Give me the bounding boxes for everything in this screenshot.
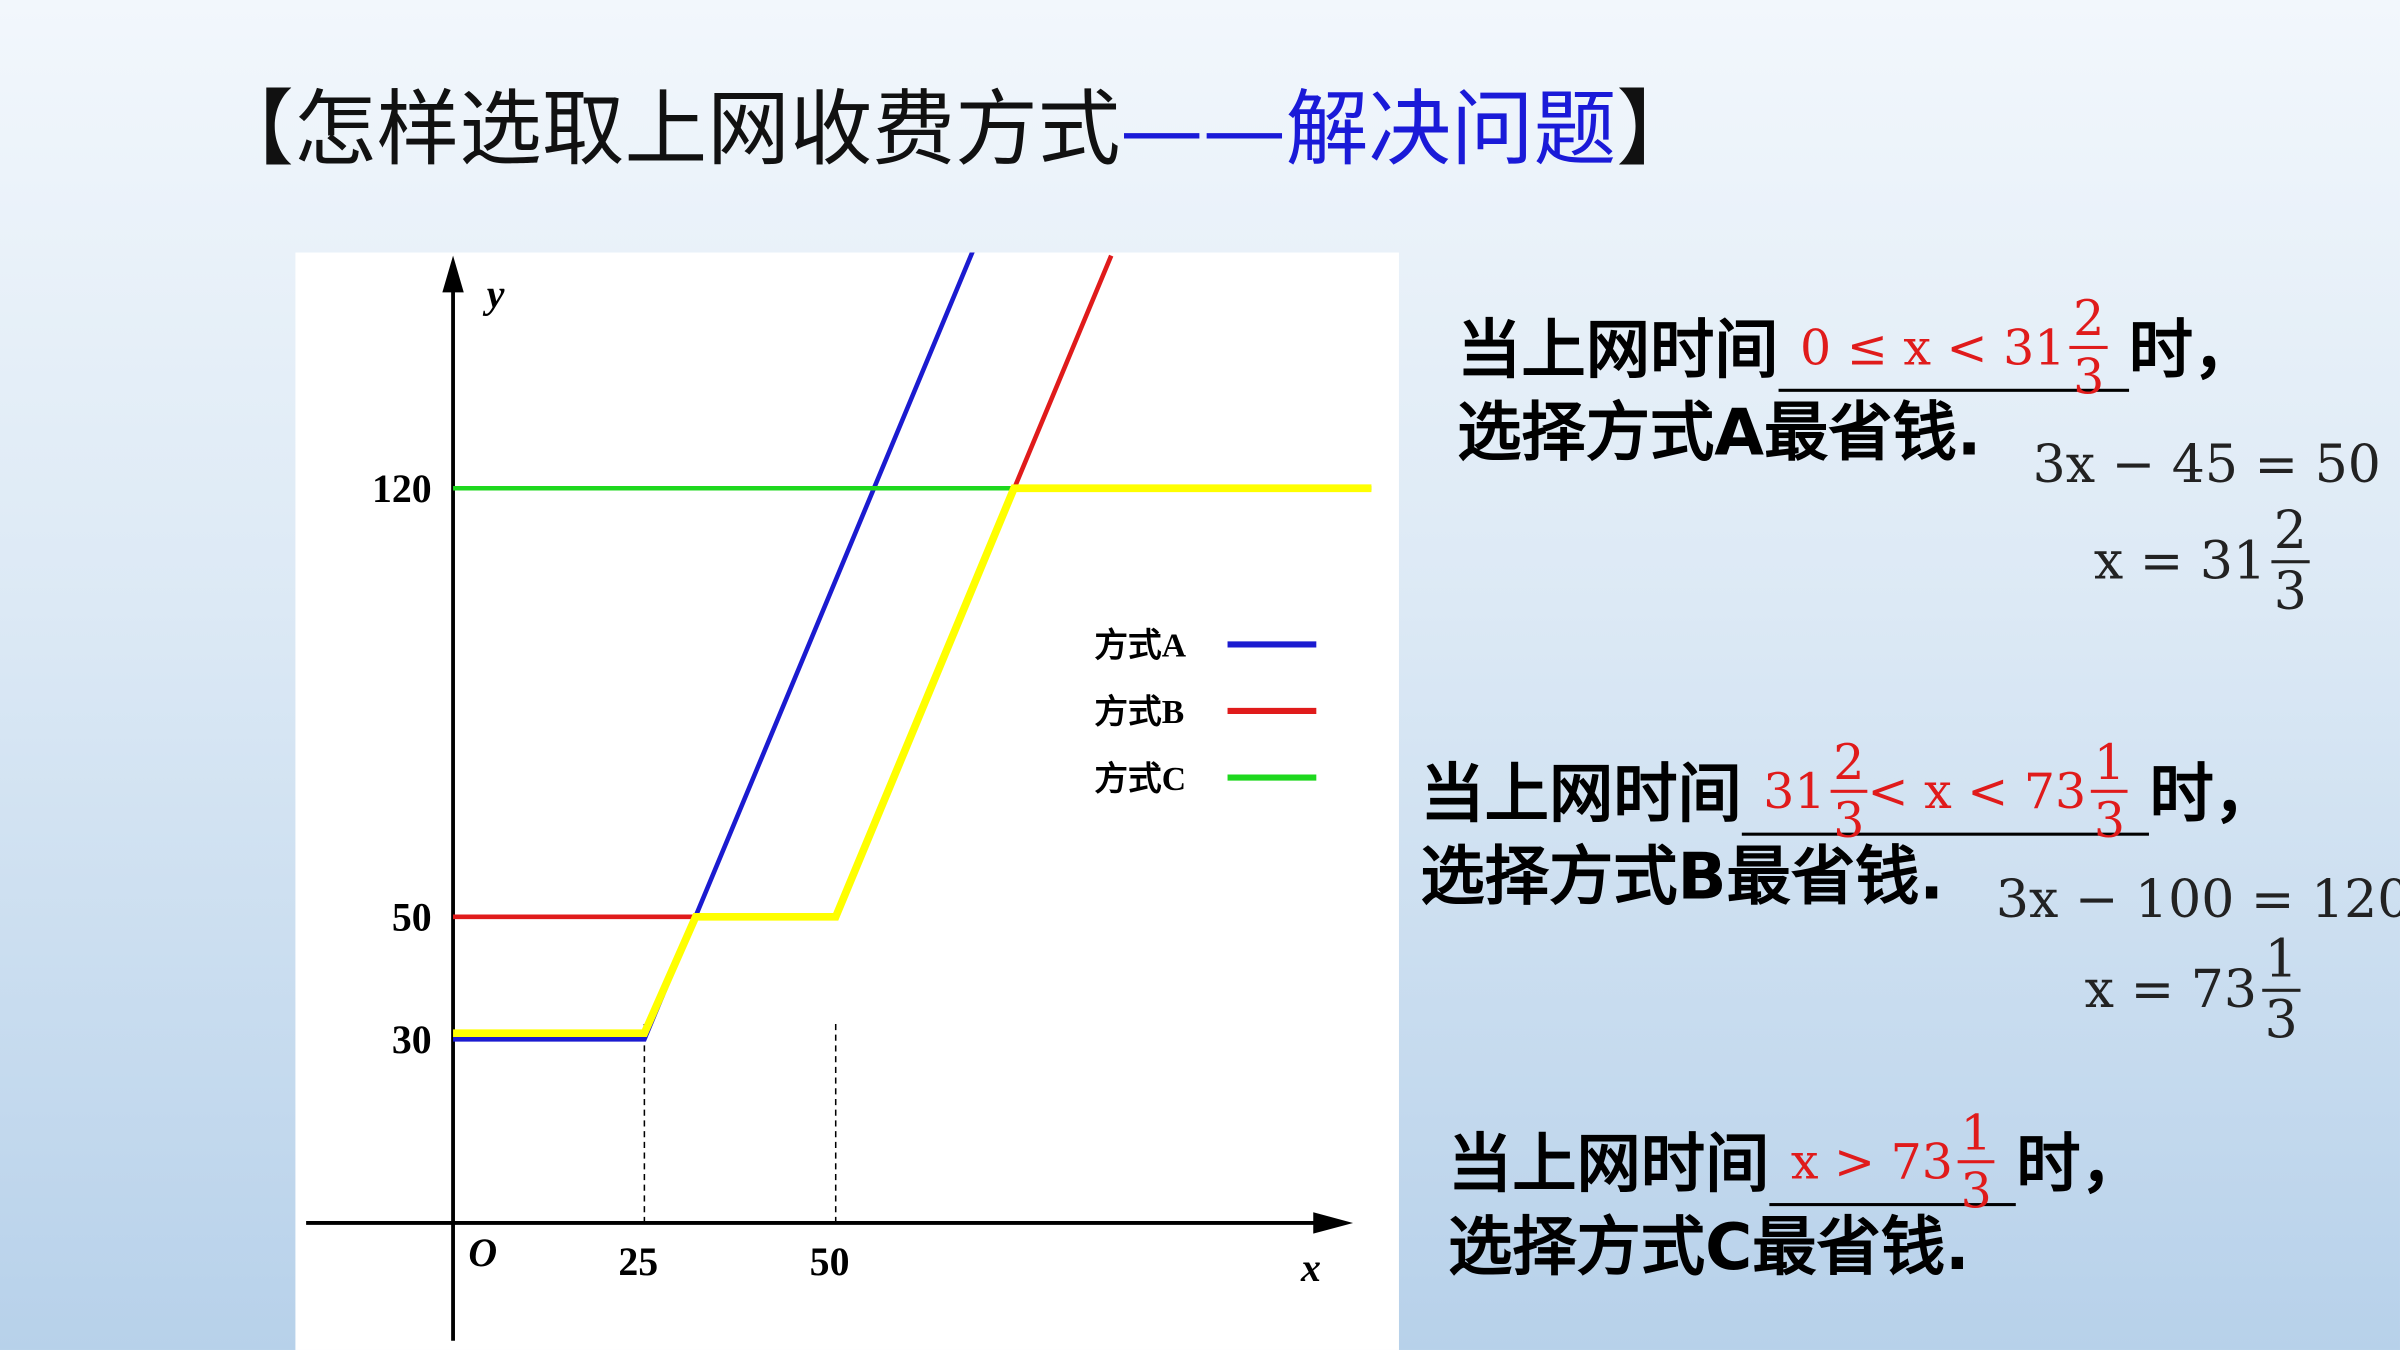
x-axis-arrow xyxy=(1313,1212,1354,1234)
math: x > 73 1 3 xyxy=(1791,1108,1995,1215)
statement-text: 时， xyxy=(2149,756,2279,832)
denominator: 3 xyxy=(2273,561,2307,623)
legend-label: 方式C xyxy=(1094,760,1186,798)
math-text: 0 ≤ x < 31 xyxy=(1800,318,2066,377)
legend-label: 方式A xyxy=(1094,627,1186,665)
solution-equation: 3x − 100 = 120 xyxy=(1996,869,2400,930)
statement: 当上网时间 x > 73 1 3 时， 选择方式C最省钱. xyxy=(1447,1108,2145,1288)
denominator: 3 xyxy=(2264,990,2298,1052)
math: x = 31 2 3 xyxy=(2094,505,2310,618)
y-tick-label: 30 xyxy=(392,1018,432,1062)
plot-area xyxy=(295,252,1399,1350)
statement-choice: 选择方式C最省钱. xyxy=(1447,1209,1970,1285)
statement: 当上网时间 0 ≤ x < 31 2 3 时， 选择方式A最省钱. xyxy=(1457,294,2258,474)
statement: 当上网时间 31 2 3 < x < 73 1 3 时， 选择方式B最省钱. xyxy=(1420,738,2279,918)
statement-text: 当上网时间 xyxy=(1447,1126,1770,1202)
solution-result: x = 31 2 3 xyxy=(2094,505,2310,618)
denominator: 3 xyxy=(2073,347,2105,406)
math-text: 3x − 100 = 120 xyxy=(1995,869,2400,931)
answer-blank: 31 2 3 < x < 73 1 3 xyxy=(1741,738,2150,845)
x-tick-label: 25 xyxy=(618,1240,658,1284)
statement-choice: 选择方式A最省钱. xyxy=(1457,394,1982,470)
title-highlight: ——解决问题 xyxy=(1120,81,1617,178)
numerator: 1 xyxy=(1957,1108,1995,1164)
math-text: x = 31 xyxy=(2093,531,2267,593)
math: 3x − 100 = 120 xyxy=(1996,869,2400,930)
slide-title: 【怎样选取上网收费方式——解决问题】 xyxy=(211,61,1699,182)
highlight-line xyxy=(453,484,1372,1037)
statement-text: 当上网时间 xyxy=(1457,312,1779,388)
denominator: 3 xyxy=(1833,791,1865,850)
denominator: 3 xyxy=(2093,791,2126,850)
title-text: 【怎样选取上网收费方式 xyxy=(211,81,1121,178)
statement-text: 时， xyxy=(2016,1126,2145,1202)
math-text: 31 xyxy=(1763,762,1826,821)
solution-result: x = 73 1 3 xyxy=(2085,934,2301,1047)
numerator: 2 xyxy=(1830,738,1868,793)
series-line xyxy=(453,252,975,1042)
answer-blank: x > 73 1 3 xyxy=(1769,1108,2017,1215)
legend-label: 方式B xyxy=(1094,693,1184,731)
solution-equation: 3x − 45 = 50 xyxy=(2033,435,2381,496)
answer-blank: 0 ≤ x < 31 2 3 xyxy=(1778,294,2129,401)
origin-label: O xyxy=(468,1231,497,1275)
math: 0 ≤ x < 31 2 3 xyxy=(1800,294,2108,406)
math: 3x − 45 = 50 xyxy=(2033,435,2381,496)
x-tick-label: 50 xyxy=(810,1240,850,1284)
math: x = 73 1 3 xyxy=(2085,934,2301,1047)
y-axis-arrow xyxy=(442,255,464,293)
math: 31 2 3 < x < 73 1 3 xyxy=(1763,738,2129,850)
numerator: 2 xyxy=(2270,505,2310,564)
numerator: 1 xyxy=(2090,738,2129,793)
title-text: 】 xyxy=(1616,81,1699,178)
x-axis-label: x xyxy=(1300,1246,1321,1290)
math-text: 3x − 45 = 50 xyxy=(2032,434,2381,496)
y-tick-label: 120 xyxy=(372,467,432,511)
numerator: 1 xyxy=(2261,934,2301,992)
y-tick-label: 50 xyxy=(392,896,432,940)
denominator: 3 xyxy=(1960,1161,1992,1220)
math-text: x = 73 xyxy=(2084,959,2257,1021)
statement-choice: 选择方式B最省钱. xyxy=(1420,838,1944,914)
math-text: x > 73 xyxy=(1790,1132,1953,1191)
statement-text: 时， xyxy=(2128,312,2258,388)
numerator: 2 xyxy=(2070,294,2108,349)
y-axis-label: y xyxy=(483,273,505,317)
statement-text: 当上网时间 xyxy=(1420,756,1742,832)
math-text: < x < 73 xyxy=(1867,762,2087,821)
